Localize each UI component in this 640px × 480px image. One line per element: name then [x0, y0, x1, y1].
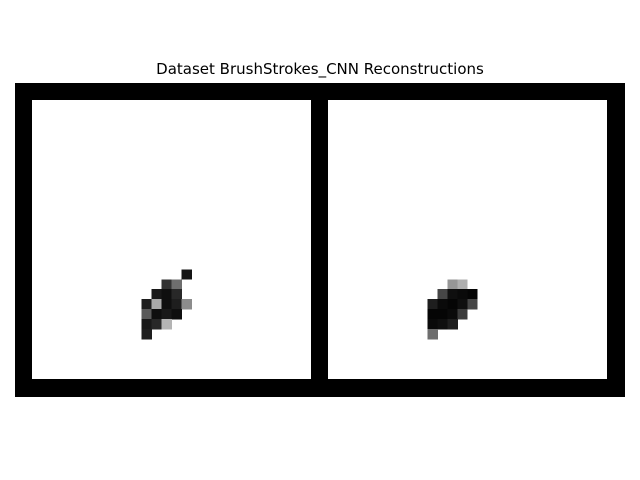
stroke-pixel	[457, 279, 468, 290]
stroke-pixel	[447, 289, 458, 300]
stroke-pixel	[151, 299, 162, 310]
stroke-pixel	[447, 319, 458, 330]
stroke-pixel	[141, 299, 152, 310]
stroke-pixel	[161, 319, 172, 330]
stroke-pixel	[437, 299, 448, 310]
stroke-pixel	[447, 279, 458, 290]
stroke-pixel	[161, 289, 172, 300]
stroke-pixel	[467, 289, 478, 300]
stroke-pixel	[437, 319, 448, 330]
stroke-pixel	[161, 299, 172, 310]
stroke-pixel	[447, 309, 458, 320]
stroke-pixel	[171, 309, 182, 320]
figure-title: Dataset BrushStrokes_CNN Reconstructions	[156, 60, 484, 78]
stroke-pixel	[171, 279, 182, 290]
stroke-pixel	[171, 299, 182, 310]
stroke-pixel	[171, 289, 182, 300]
stroke-pixel	[437, 289, 448, 300]
panel-reconstruction	[327, 100, 607, 379]
stroke-pixel	[141, 319, 152, 330]
stroke-pixel	[427, 299, 438, 310]
stroke-pixel	[141, 309, 152, 320]
stroke-pixel	[447, 299, 458, 310]
panel-background	[32, 100, 311, 379]
stroke-pixel	[141, 329, 152, 340]
stroke-pixel	[457, 299, 468, 310]
stroke-pixel	[151, 289, 162, 300]
stroke-pixel	[151, 309, 162, 320]
stroke-pixel	[457, 289, 468, 300]
stroke-pixel	[427, 319, 438, 330]
panel-original	[32, 100, 311, 379]
stroke-pixel	[161, 279, 172, 290]
stroke-pixel	[427, 329, 438, 340]
stroke-pixel	[181, 269, 192, 280]
stroke-pixel	[437, 309, 448, 320]
panel-background	[327, 100, 607, 379]
stroke-pixel	[181, 299, 192, 310]
stroke-pixel	[467, 299, 478, 310]
stroke-pixel	[427, 309, 438, 320]
stroke-pixel	[151, 319, 162, 330]
stroke-pixel	[161, 309, 172, 320]
image-grid	[15, 83, 625, 397]
stroke-pixel	[457, 309, 468, 320]
